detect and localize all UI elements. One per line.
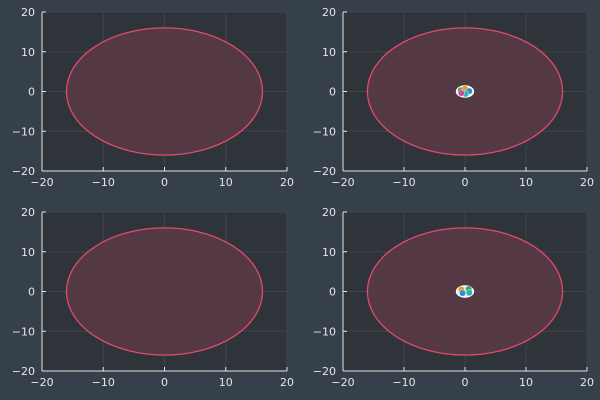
x-tick-label: −20 [30,376,53,389]
x-tick-label: 20 [580,376,594,389]
x-tick-label: −20 [331,376,354,389]
y-tick-label: −10 [313,325,336,338]
x-tick-label: 20 [580,176,594,189]
x-tick-label: 10 [519,376,533,389]
chart-panel-bottom-left: −20 −10 0 10 20 −20 −10 0 10 20 [12,206,294,389]
data-point [465,289,473,297]
y-tick-label: 0 [329,86,336,99]
y-tick-label: −20 [313,365,336,378]
y-tick-label: 10 [322,246,336,259]
y-tick-label: 10 [322,46,336,59]
x-tick-label: −20 [30,176,53,189]
y-tick-label: −20 [12,365,35,378]
x-tick-label: −10 [92,376,115,389]
y-tick-label: 0 [28,286,35,299]
y-tick-label: −10 [12,125,35,138]
y-tick-label: −10 [12,325,35,338]
y-tick-label: −20 [12,165,35,178]
x-tick-label: 20 [280,176,294,189]
x-tick-label: −20 [331,176,354,189]
x-tick-label: 10 [219,176,233,189]
chart-panel-top-left: −20 −10 0 10 20 −20 −10 0 10 20 [12,6,294,189]
chart-panel-bottom-right: −20 −10 0 10 20 −20 −10 0 10 20 [313,206,594,389]
y-tick-label: 20 [322,206,336,219]
y-tick-label: 10 [21,246,35,259]
x-tick-label: 0 [462,376,469,389]
y-tick-label: −10 [313,125,336,138]
x-tick-label: 0 [161,176,168,189]
x-tick-label: 20 [280,376,294,389]
x-tick-label: 0 [462,176,469,189]
y-tick-label: 0 [28,86,35,99]
y-tick-label: 10 [21,46,35,59]
x-tick-label: 10 [519,176,533,189]
x-tick-label: −10 [392,176,415,189]
y-tick-label: 20 [322,6,336,19]
chart-panels: −20 −10 0 10 20 −20 −10 0 10 20 −20 −10 0 10 20 −20 −10 0… [12,6,594,389]
large-circle [65,27,264,156]
chart-panel-top-right: −20 −10 0 10 20 −20 −10 0 10 20 [313,6,594,189]
x-tick-label: −10 [392,376,415,389]
large-circle [65,227,264,356]
data-point [457,89,465,97]
y-tick-label: 20 [21,206,35,219]
x-tick-label: 10 [219,376,233,389]
x-tick-label: 0 [161,376,168,389]
y-tick-label: 20 [21,6,35,19]
y-tick-label: 0 [329,286,336,299]
data-point [459,289,466,297]
x-tick-label: −10 [92,176,115,189]
y-tick-label: −20 [313,165,336,178]
